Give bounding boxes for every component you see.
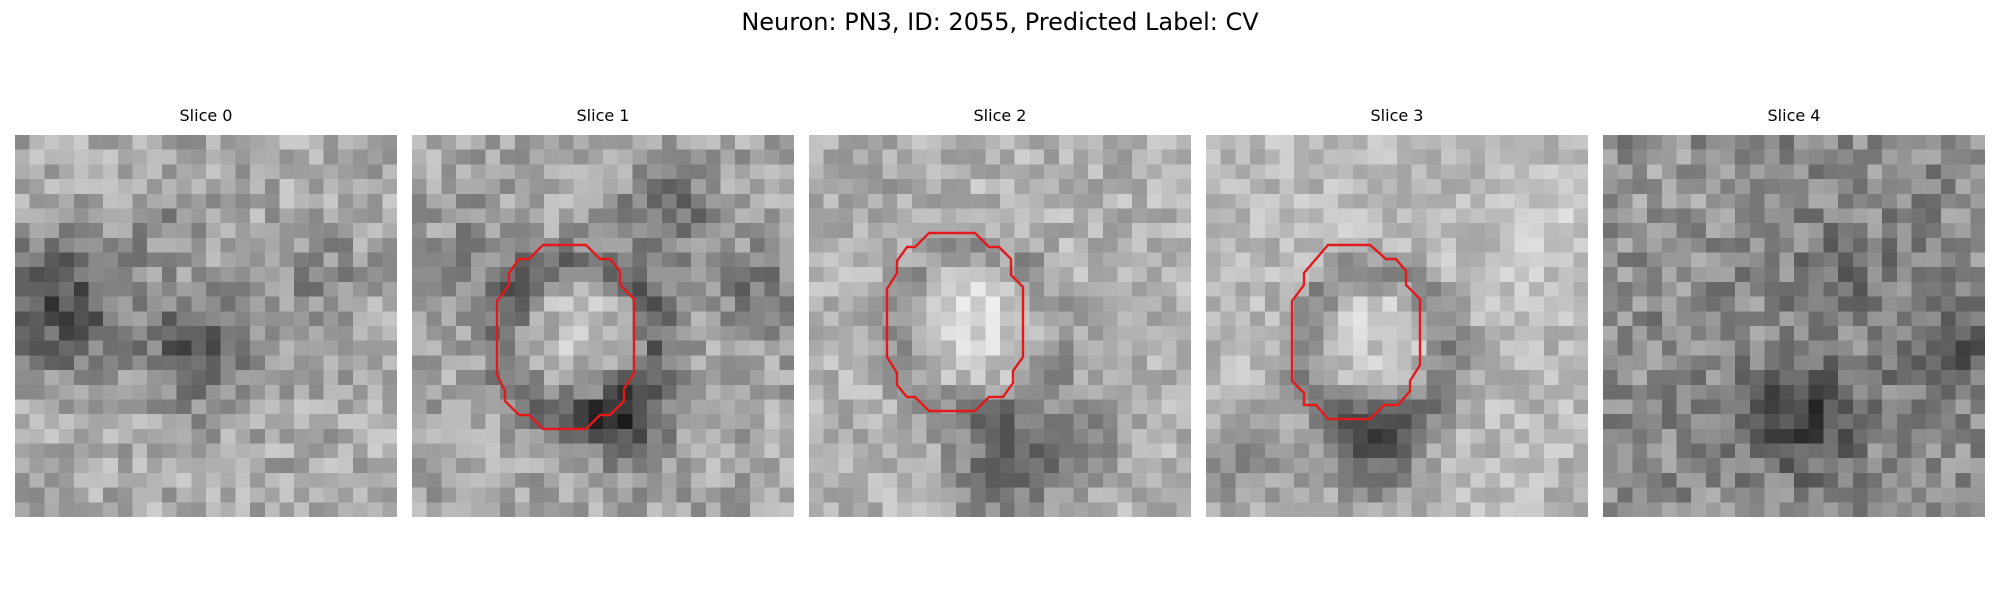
slice-image-4: [1603, 135, 1985, 517]
figure-title: Neuron: PN3, ID: 2055, Predicted Label: …: [0, 6, 2000, 38]
slice-title-0: Slice 0: [15, 105, 397, 127]
slice-image-0: [15, 135, 397, 517]
slice-title-1: Slice 1: [412, 105, 794, 127]
roi-contour-overlay-3: [1206, 135, 1588, 517]
slice-pixels-4: [1603, 135, 1985, 517]
roi-contour-overlay-2: [809, 135, 1191, 517]
slice-image-1: [412, 135, 794, 517]
slice-panel-1: Slice 1: [412, 105, 794, 517]
slice-title-3: Slice 3: [1206, 105, 1588, 127]
roi-contour-overlay-1: [412, 135, 794, 517]
slice-title-4: Slice 4: [1603, 105, 1985, 127]
roi-contour-3: [1292, 245, 1420, 419]
slice-panel-2: Slice 2: [809, 105, 1191, 517]
slice-panel-0: Slice 0: [15, 105, 397, 517]
roi-contour-2: [887, 233, 1023, 411]
slice-image-2: [809, 135, 1191, 517]
slice-panel-4: Slice 4: [1603, 105, 1985, 517]
slice-panel-3: Slice 3: [1206, 105, 1588, 517]
slice-pixels-0: [15, 135, 397, 517]
slice-image-3: [1206, 135, 1588, 517]
slice-title-2: Slice 2: [809, 105, 1191, 127]
roi-contour-1: [497, 245, 634, 429]
